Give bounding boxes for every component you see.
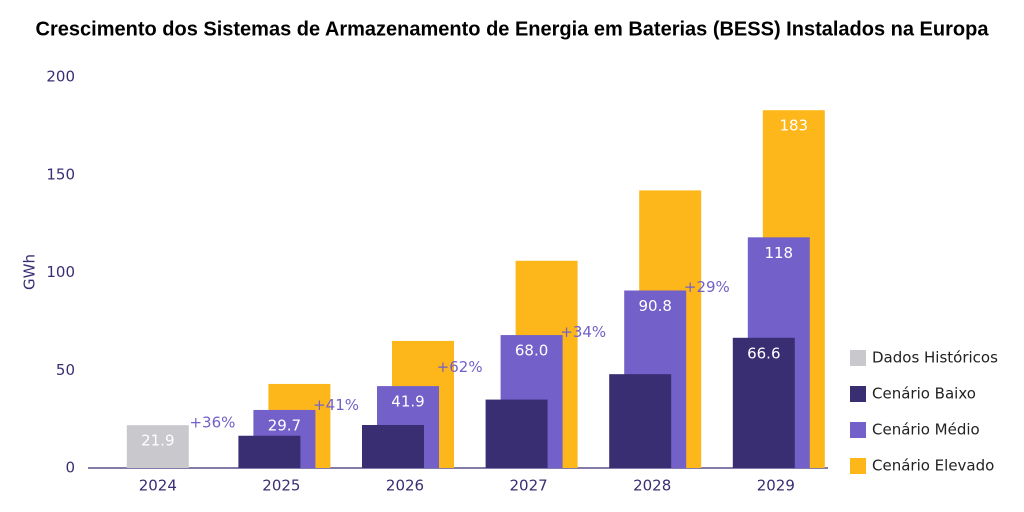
legend-label: Cenário Elevado — [872, 457, 994, 475]
y-tick-label: 100 — [46, 263, 75, 281]
bar — [485, 399, 548, 468]
legend-swatch — [850, 422, 866, 438]
bar — [732, 337, 795, 468]
y-tick-label: 150 — [46, 165, 75, 183]
bar — [126, 425, 189, 468]
legend-label: Cenário Médio — [872, 421, 980, 439]
legend-swatch — [850, 350, 866, 366]
legend-swatch — [850, 458, 866, 474]
y-tick-label: 200 — [46, 68, 75, 86]
value-label: 183 — [779, 117, 808, 135]
legend-label: Dados Históricos — [872, 349, 998, 367]
growth-annotation: +29% — [684, 278, 730, 296]
value-label: 41.9 — [391, 393, 424, 411]
bar — [238, 435, 301, 468]
growth-annotation: +34% — [560, 323, 606, 341]
growth-annotation: +36% — [189, 413, 235, 431]
x-tick-label: 2026 — [386, 477, 424, 495]
legend-label: Cenário Baixo — [872, 385, 976, 403]
value-label: 90.8 — [638, 297, 671, 315]
y-tick-label: 0 — [65, 459, 75, 477]
value-label: 68.0 — [515, 342, 548, 360]
x-tick-label: 2024 — [139, 477, 177, 495]
growth-annotation: +62% — [437, 358, 483, 376]
x-tick-label: 2029 — [757, 477, 795, 495]
value-label: 21.9 — [141, 432, 174, 450]
growth-annotation: +41% — [313, 396, 359, 414]
chart-title: Crescimento dos Sistemas de Armazenament… — [36, 18, 990, 40]
y-axis-label: GWh — [21, 254, 39, 290]
bar — [609, 374, 672, 468]
x-tick-label: 2028 — [633, 477, 671, 495]
x-tick-label: 2025 — [262, 477, 300, 495]
x-tick-label: 2027 — [510, 477, 548, 495]
value-label: 66.6 — [747, 344, 780, 362]
value-label: 118 — [764, 244, 793, 262]
y-tick-label: 50 — [56, 361, 75, 379]
bar — [362, 424, 424, 468]
legend-swatch — [850, 386, 866, 402]
value-label: 29.7 — [268, 416, 301, 434]
